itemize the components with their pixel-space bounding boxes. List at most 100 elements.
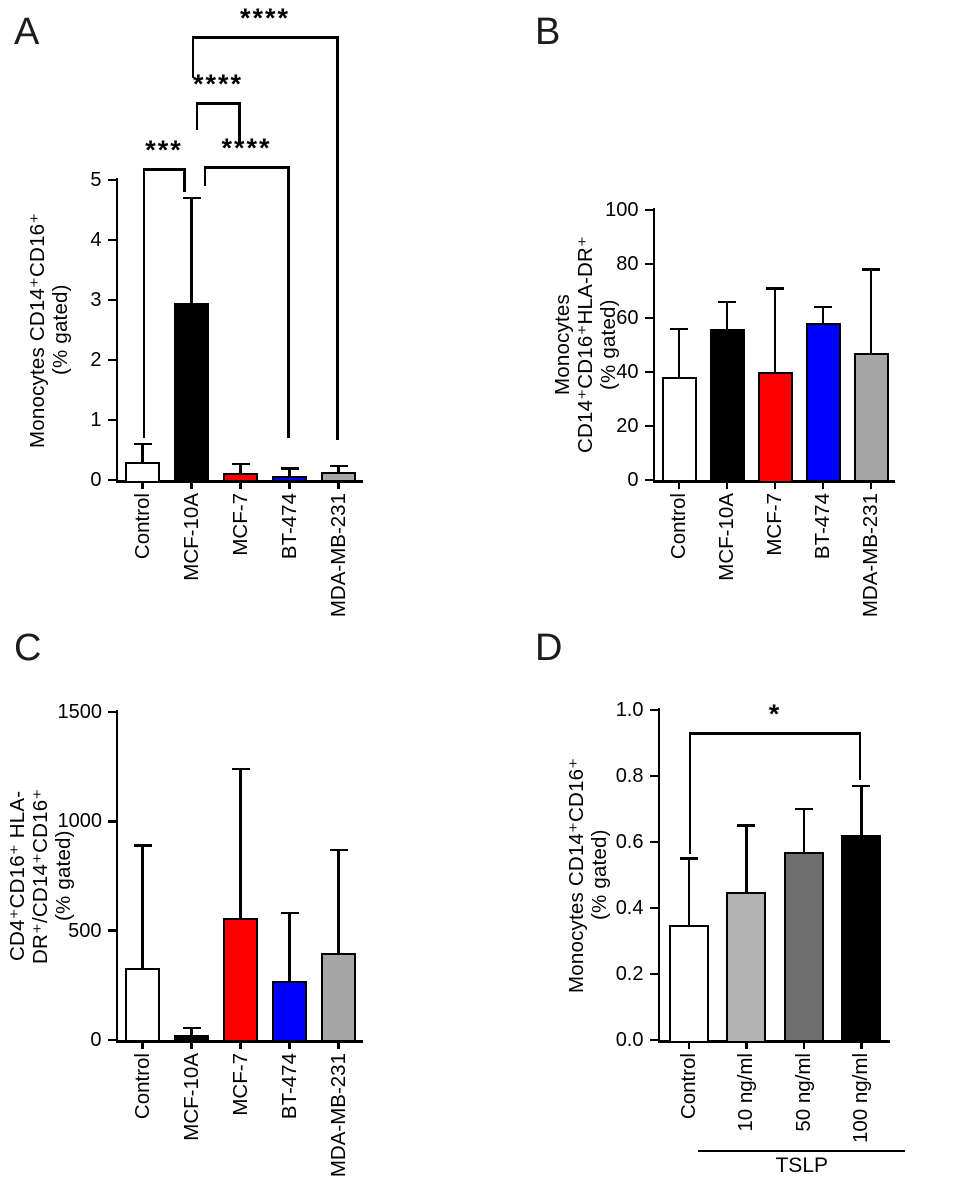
error-bar-cap [718,300,736,304]
y-tick-label: 0 [90,469,102,491]
y-tick-label: 2 [90,349,102,371]
y-tick-mark [644,370,653,374]
y-tick-mark [644,424,653,428]
y-tick-mark [107,929,116,932]
error-bar-cap [231,767,250,771]
error-bar [821,307,825,326]
y-tick-mark [107,710,116,714]
panel-B: B Monocytes CD14⁺CD16⁺HLA-DR⁺ (% gated) … [485,0,969,620]
sig-bracket-leg [195,102,198,130]
y-tick-mark [644,478,653,482]
y-tick-mark [107,178,116,182]
error-bar [773,288,777,374]
panel-letter-D: D [535,627,563,669]
y-tick-label: 4 [90,229,102,251]
x-tick-mark [337,1042,340,1049]
x-category-label: MDA-MB-231 [859,492,882,617]
bar [783,851,824,1043]
x-tick-mark [773,482,777,489]
error-bar [141,845,144,970]
y-tick-label: 0.4 [615,897,644,919]
x-category-label: BT-474 [811,492,834,559]
y-axis-line [115,710,118,1043]
error-bar-cap [737,824,756,827]
x-tick-mark [677,482,681,489]
y-tick-mark [649,972,658,976]
panel-C: C CD4⁺CD16⁺ HLA-DR⁺/CD14⁺CD16⁺ (% gated)… [0,620,485,1186]
y-axis-label-C: CD4⁺CD16⁺ HLA-DR⁺/CD14⁺CD16⁺ (% gated) [6,788,75,964]
x-tick-mark [687,1042,690,1049]
x-tick-mark [860,1042,863,1049]
group-label: TSLP [775,1154,829,1177]
sig-bracket-leg [203,166,206,186]
sig-bracket-bar [688,732,862,735]
error-bar-cap [329,464,348,468]
y-tick-mark [649,906,658,910]
x-tick-mark [725,482,729,489]
panel-letter-A: A [14,11,40,53]
sig-stars: **** [239,3,291,33]
x-category-label: MDA-MB-231 [326,1052,350,1177]
sig-bracket-leg [688,732,692,854]
y-tick-mark [644,262,653,266]
bar [125,462,160,483]
sig-stars: **** [221,133,272,163]
x-axis-line [657,1040,890,1043]
x-tick-mark [239,1042,242,1049]
y-tick-label: 0.0 [615,1029,644,1051]
x-category-label: Control [130,492,154,559]
error-bar [141,444,144,464]
x-tick-mark [869,482,873,489]
x-category-label: MCF-7 [228,492,252,556]
bar [853,353,889,483]
y-tick-mark [107,820,116,823]
y-tick-label: 1.0 [615,699,644,721]
y-axis-label-D: Monocytes CD14⁺CD16⁺ (% gated) [565,757,611,993]
x-category-label: MCF-7 [763,492,786,556]
error-bar [687,858,690,927]
panel-A: A Monocytes CD14⁺CD16⁺ (% gated) 0 1 2 3 4 5 C… [0,0,485,620]
sig-bracket-bar [142,168,186,171]
bar [223,917,258,1043]
y-tick-label: 1 [90,409,102,431]
sig-bracket-leg [191,36,194,78]
x-category-label: BT-474 [277,492,301,559]
x-category-label: Control [676,1052,700,1119]
panel-D: D Monocytes CD14⁺CD16⁺ (% gated) 0.0 0.2 0… [485,620,969,1186]
error-bar [337,466,340,475]
y-tick-label: 1500 [57,701,103,723]
y-tick-mark [107,238,116,242]
x-tick-mark [337,482,340,489]
y-tick-label: 5 [90,169,102,191]
y-tick-label: 1000 [57,810,103,833]
error-bar [239,768,242,920]
error-bar-cap [852,784,871,788]
bar [726,891,767,1043]
y-tick-label: 60 [616,307,639,329]
y-tick-label: 0.8 [615,765,644,787]
y-axis-line [652,208,655,483]
y-tick-mark [649,774,658,778]
bar [125,967,160,1043]
panel-letter-C: C [14,627,42,669]
sig-stars: **** [192,69,244,99]
x-tick-mark [239,482,242,489]
error-bar-cap [794,807,813,811]
x-category-label: MCF-10A [715,492,738,581]
x-category-label: MCF-7 [228,1052,252,1116]
x-category-label: 10 ng/ml [734,1052,758,1132]
x-tick-mark [745,1042,748,1049]
y-tick-label: 0.6 [615,831,644,853]
y-tick-mark [107,1038,116,1042]
sig-stars: *** [145,135,183,165]
y-tick-label: 20 [616,415,639,437]
error-bar [288,468,291,478]
sig-stars: * [768,699,782,729]
y-axis-line [115,178,118,483]
error-bar-cap [862,268,880,271]
y-tick-label: 40 [616,361,639,383]
x-tick-mark [288,482,291,489]
sig-bracket-bar [203,166,290,169]
y-tick-mark [107,358,116,362]
bar [174,303,209,483]
